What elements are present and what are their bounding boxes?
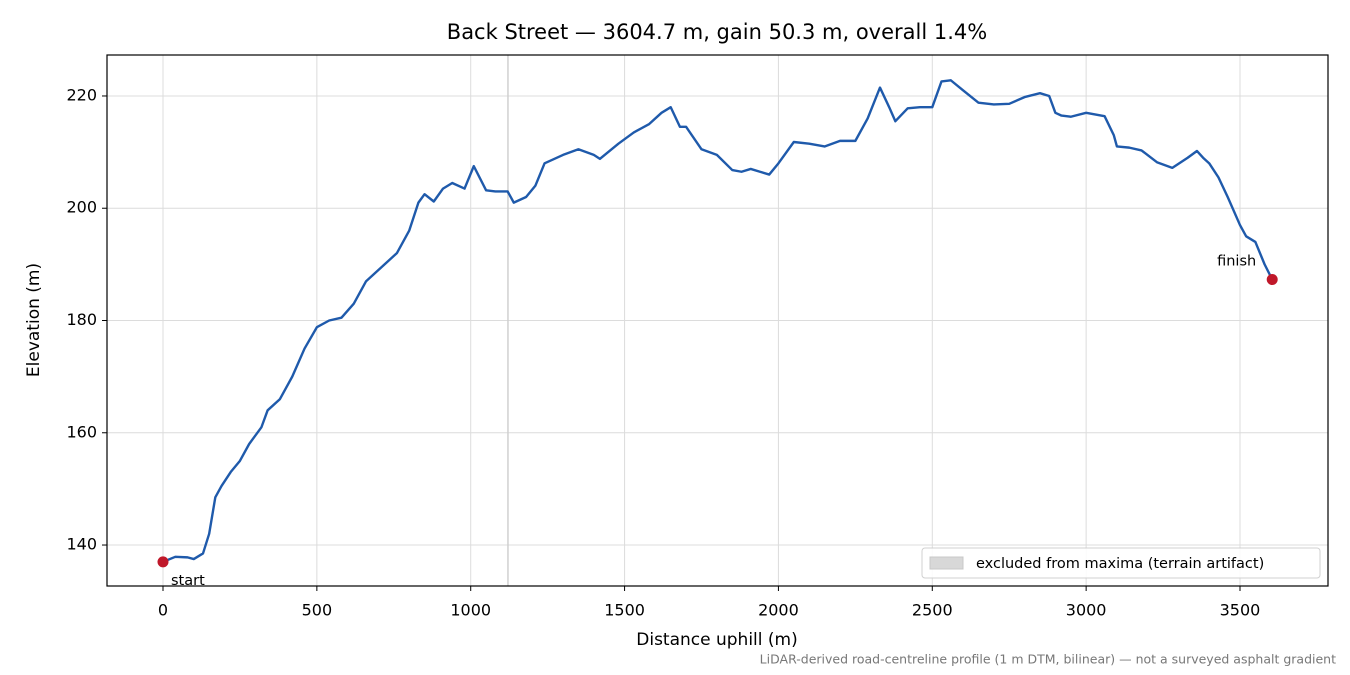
y-tick-label: 140 xyxy=(66,535,97,554)
y-tick-label: 200 xyxy=(66,198,97,217)
y-tick-label: 180 xyxy=(66,310,97,329)
x-axis-label: Distance uphill (m) xyxy=(636,630,797,650)
y-tick-label: 220 xyxy=(66,85,97,104)
x-tick-label: 2500 xyxy=(912,601,953,620)
x-tick-label: 500 xyxy=(302,601,333,620)
footnote: LiDAR-derived road-centreline profile (1… xyxy=(760,652,1336,667)
x-tick-label: 0 xyxy=(158,601,168,620)
x-tick-label: 3000 xyxy=(1066,601,1107,620)
endpoint-marker xyxy=(1266,274,1278,286)
endpoint-label: start xyxy=(171,573,205,589)
x-tick-label: 1500 xyxy=(604,601,645,620)
y-tick-label: 160 xyxy=(66,422,97,441)
endpoint-label: finish xyxy=(1217,254,1256,270)
legend-swatch xyxy=(929,556,964,570)
legend-label: excluded from maxima (terrain artifact) xyxy=(976,556,1264,572)
endpoint-marker xyxy=(157,556,169,568)
plot-frame xyxy=(106,54,1329,587)
y-axis-label: Elevation (m) xyxy=(24,263,44,377)
x-tick-label: 3500 xyxy=(1220,601,1261,620)
x-tick-label: 2000 xyxy=(758,601,799,620)
legend-box xyxy=(921,547,1321,579)
elevation-line xyxy=(162,79,1274,563)
legend: excluded from maxima (terrain artifact) xyxy=(921,547,1321,579)
chart-title: Back Street — 3604.7 m, gain 50.3 m, ove… xyxy=(447,20,987,44)
x-tick-label: 1000 xyxy=(450,601,491,620)
excluded-span xyxy=(507,55,509,586)
